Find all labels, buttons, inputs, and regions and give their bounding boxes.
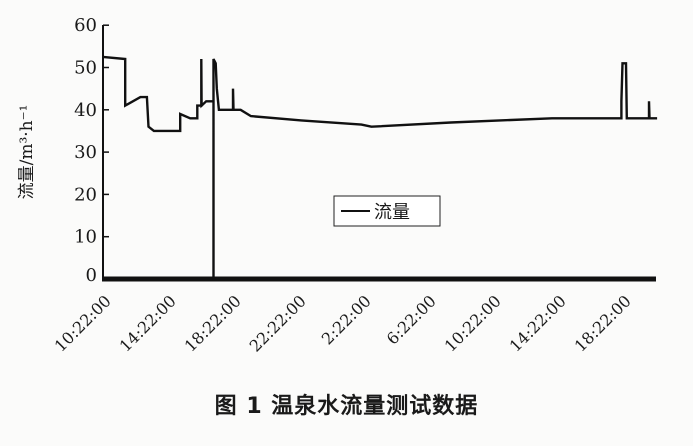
legend-label: 流量 [374, 202, 410, 223]
figure-caption: 图 1 温泉水流量测试数据 [214, 394, 479, 419]
x-tick-label: 18:22:00 [571, 291, 635, 355]
y-tick-label: 10 [74, 227, 97, 248]
y-tick-label: 50 [74, 58, 97, 79]
legend: 流量 [333, 195, 441, 227]
x-tick-label: 2:22:00 [318, 291, 375, 348]
x-tick-label: 22:22:00 [246, 291, 310, 355]
y-axis-label: 流量/m³·h⁻¹ [17, 105, 37, 200]
x-tick-label: 10:22:00 [441, 291, 505, 355]
x-tick-label: 10:22:00 [51, 291, 115, 355]
y-tick-label: 0 [86, 265, 97, 286]
y-tick-label: 60 [74, 15, 97, 36]
y-tick-label: 20 [74, 184, 97, 205]
x-tick-label: 14:22:00 [116, 291, 180, 355]
y-tick-label: 30 [74, 142, 97, 163]
x-tick-label: 14:22:00 [506, 291, 570, 355]
series-line-flow [102, 55, 658, 279]
y-tick-label: 40 [74, 100, 97, 121]
x-tick-label: 6:22:00 [383, 291, 440, 348]
x-tick-label: 18:22:00 [181, 291, 245, 355]
